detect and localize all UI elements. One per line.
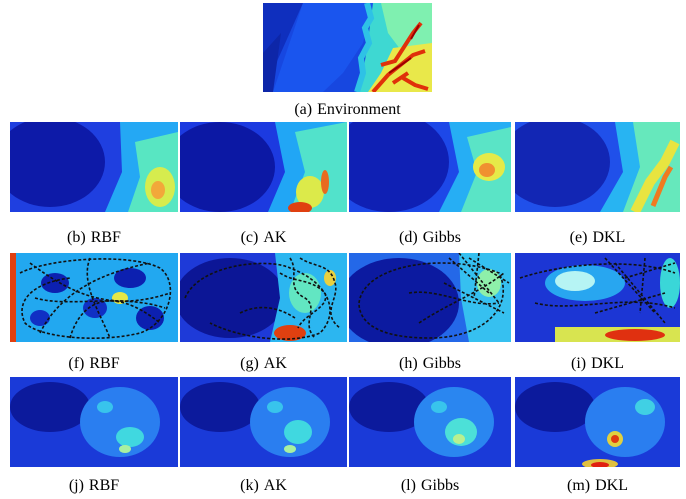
caption-e: (e) DKL bbox=[569, 229, 626, 246]
error-gibbs-heatmap bbox=[349, 377, 511, 467]
error-rbf-heatmap bbox=[10, 377, 178, 467]
caption-l: (l) Gibbs bbox=[400, 477, 460, 494]
caption-g: (g) AK bbox=[240, 355, 287, 372]
caption-h: (h) Gibbs bbox=[399, 355, 461, 372]
caption-k: (k) AK bbox=[240, 477, 287, 494]
mean-rbf-heatmap bbox=[10, 122, 178, 212]
caption-c: (c) AK bbox=[240, 229, 287, 246]
std-dkl-heatmap bbox=[515, 253, 680, 342]
caption-environment: (a) Environment bbox=[294, 101, 401, 118]
caption-b: (b) RBF bbox=[67, 229, 121, 246]
mean-gibbs-heatmap bbox=[349, 122, 511, 212]
std-rbf-heatmap bbox=[10, 253, 178, 342]
caption-m: (m) DKL bbox=[567, 477, 628, 494]
caption-d: (d) Gibbs bbox=[399, 229, 461, 246]
mean-dkl-heatmap bbox=[515, 122, 680, 212]
std-ak-heatmap bbox=[180, 253, 347, 342]
environment-heatmap bbox=[263, 3, 432, 92]
caption-f: (f) RBF bbox=[68, 355, 120, 372]
caption-j: (j) RBF bbox=[68, 477, 120, 494]
error-dkl-heatmap bbox=[515, 377, 680, 467]
std-gibbs-heatmap bbox=[349, 253, 511, 342]
mean-ak-heatmap bbox=[180, 122, 347, 212]
error-ak-heatmap bbox=[180, 377, 347, 467]
caption-i: (i) DKL bbox=[571, 355, 624, 372]
